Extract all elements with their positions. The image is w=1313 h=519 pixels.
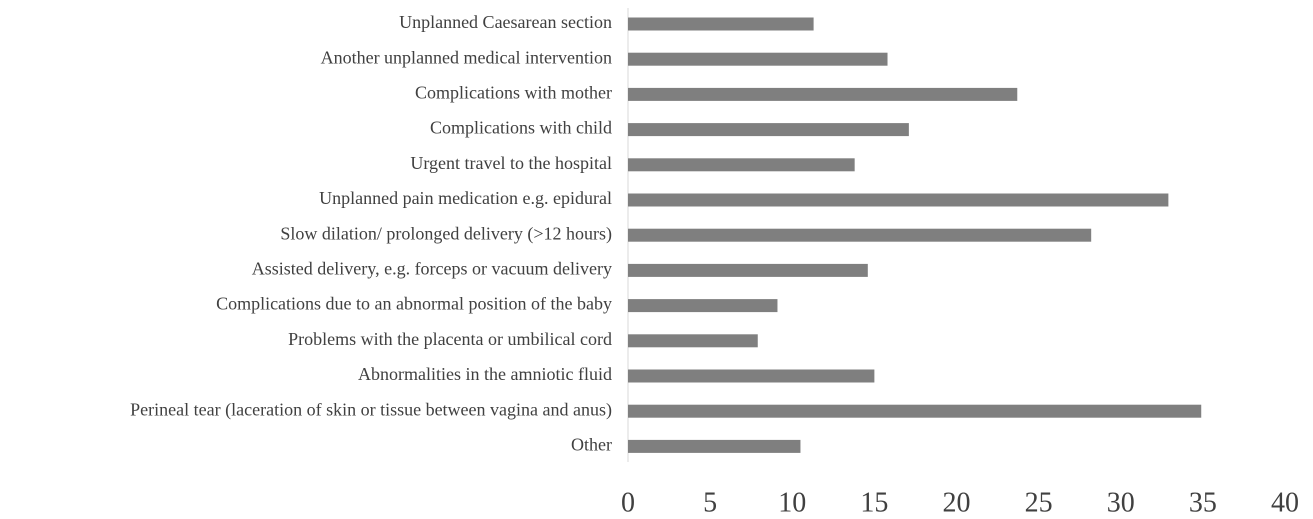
x-tick-label: 30	[1107, 487, 1135, 518]
bar	[628, 299, 778, 313]
bar	[628, 404, 1202, 418]
x-tick-label: 20	[943, 487, 971, 518]
y-tick-label: Complications due to an abnormal positio…	[216, 294, 612, 314]
y-tick-label: Unplanned Caesarean section	[399, 12, 612, 32]
y-tick-label: Assisted delivery, e.g. forceps or vacuu…	[252, 259, 612, 279]
x-tick-label: 15	[860, 487, 888, 518]
bar	[628, 123, 909, 137]
bar	[628, 158, 855, 172]
x-tick-label: 5	[703, 487, 717, 518]
y-tick-label: Unplanned pain medication e.g. epidural	[319, 188, 612, 208]
y-tick-label: Other	[571, 435, 612, 455]
bar	[628, 369, 875, 383]
y-tick-label: Another unplanned medical intervention	[321, 47, 612, 67]
bar	[628, 87, 1018, 101]
bar	[628, 17, 814, 31]
y-tick-label: Problems with the placenta or umbilical …	[288, 329, 612, 349]
bar	[628, 228, 1092, 242]
y-tick-label: Complications with mother	[415, 83, 612, 103]
x-tick-label: 25	[1025, 487, 1053, 518]
x-tick-label: 40	[1271, 487, 1299, 518]
bar	[628, 334, 758, 348]
bar	[628, 52, 888, 66]
y-tick-label: Complications with child	[430, 118, 612, 138]
y-tick-label: Abnormalities in the amniotic fluid	[358, 364, 612, 384]
x-tick-label: 35	[1189, 487, 1217, 518]
x-tick-label: 0	[621, 487, 635, 518]
bar	[628, 263, 868, 277]
y-tick-label: Slow dilation/ prolonged delivery (>12 h…	[280, 223, 612, 244]
x-tick-label: 10	[778, 487, 806, 518]
bar	[628, 439, 801, 453]
y-tick-label: Perineal tear (laceration of skin or tis…	[130, 399, 612, 420]
y-tick-label: Urgent travel to the hospital	[410, 153, 612, 173]
bar	[628, 193, 1169, 207]
